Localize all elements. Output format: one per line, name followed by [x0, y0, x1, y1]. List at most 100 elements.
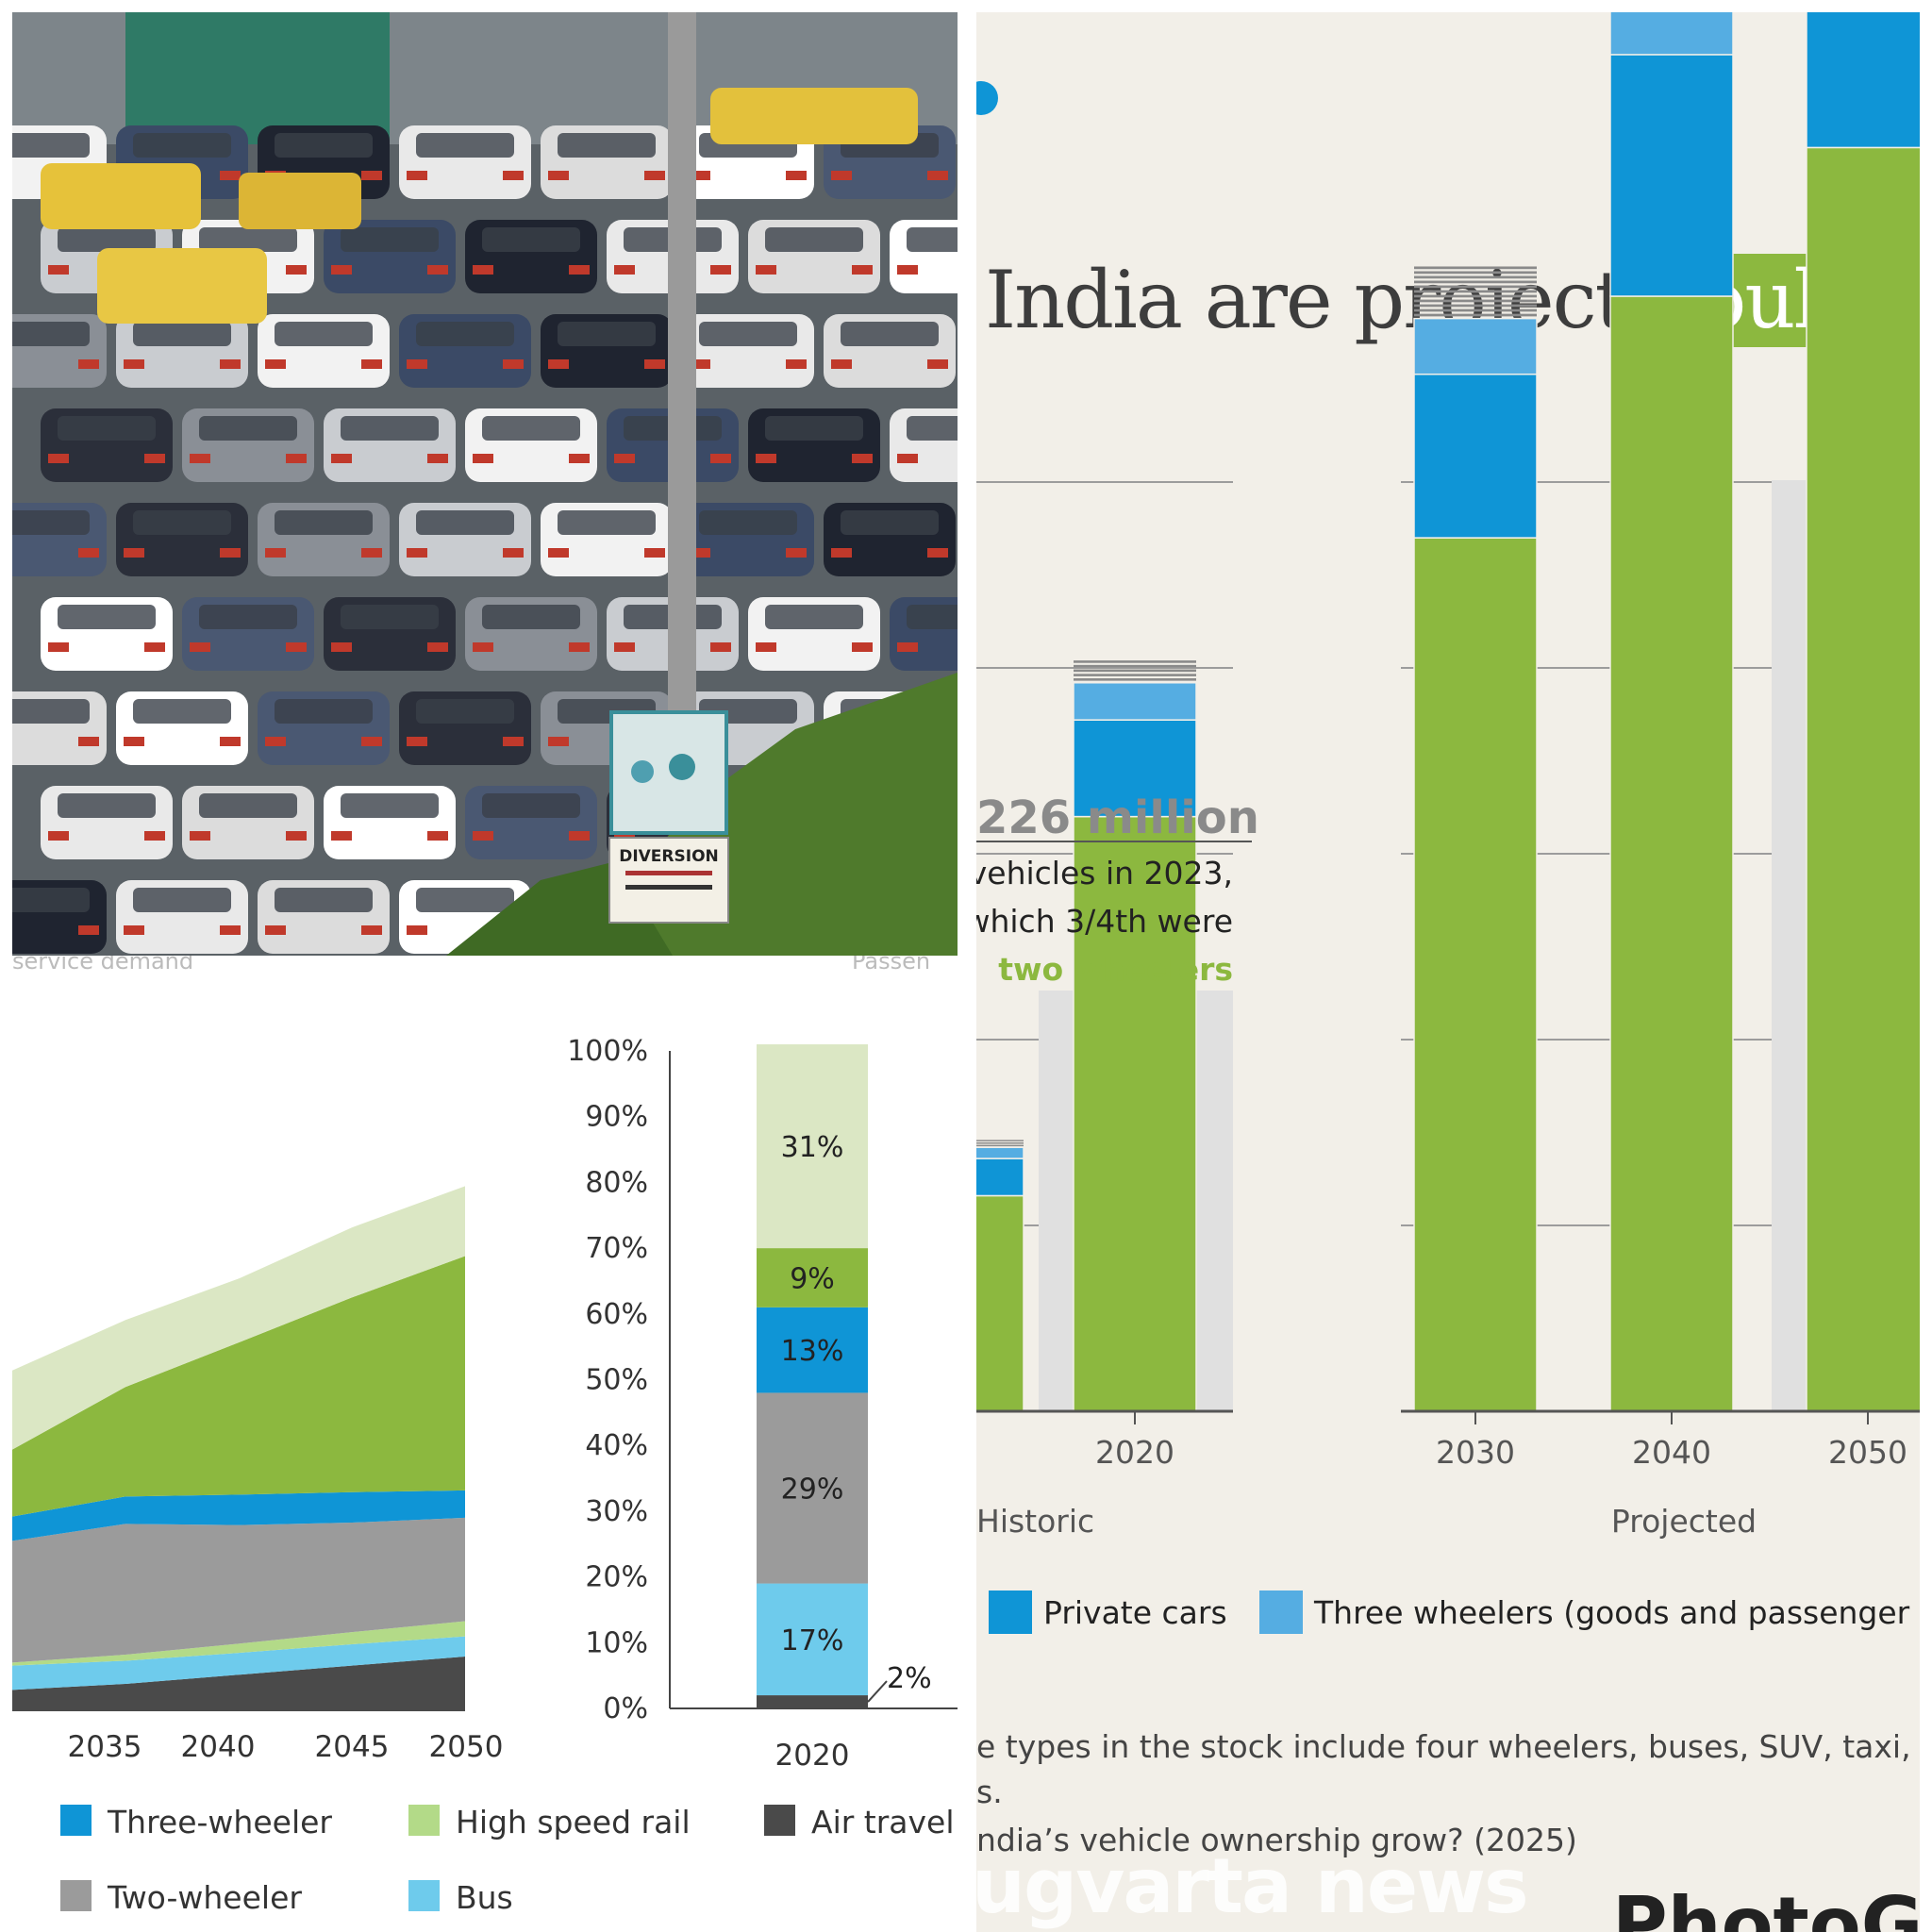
area-series-5	[12, 1256, 465, 1517]
projection-bar-segment	[1609, 54, 1734, 297]
projection-bar-other	[1414, 313, 1537, 317]
car	[607, 597, 739, 671]
percent-y-tick: 70%	[585, 1232, 648, 1265]
percent-bar-label: 2%	[887, 1662, 932, 1695]
car	[116, 503, 248, 576]
car	[324, 220, 456, 293]
area-x-tick: 2050	[429, 1730, 504, 1764]
projection-bar-other	[1414, 275, 1537, 279]
car	[890, 408, 958, 482]
area-series-3	[12, 1517, 465, 1663]
car	[824, 314, 956, 388]
legend-swatch-three-wheelers	[1259, 1591, 1303, 1634]
car	[748, 597, 880, 671]
cut-header-left: service demand	[12, 956, 193, 974]
projection-x-tick: 2050	[1828, 1434, 1907, 1471]
car	[465, 220, 597, 293]
car	[182, 597, 314, 671]
traffic-photo: DIVERSION	[12, 12, 958, 956]
percent-y-tick: 10%	[585, 1626, 648, 1659]
percent-bar-label: 17%	[781, 1624, 844, 1657]
area-series-4	[12, 1490, 465, 1541]
percent-bar-segment	[757, 1583, 868, 1696]
projection-x-axis: 2020 2030 2040 2050	[1095, 1411, 1907, 1471]
projection-bar-segment	[1609, 295, 1734, 1412]
legend-swatch-private-cars	[989, 1591, 1032, 1634]
projection-bar-other	[1414, 294, 1537, 298]
projection-bar-segment	[1413, 317, 1538, 375]
left-legend-label: Air travel	[811, 1804, 955, 1840]
car	[12, 880, 107, 954]
percent-stacked-bar: 2% 17% 29% 13% 9% 31% 2020	[757, 1044, 932, 1773]
car	[182, 408, 314, 482]
car	[41, 597, 173, 671]
car	[324, 597, 456, 671]
percent-bar-label: 13%	[781, 1335, 844, 1368]
projection-bar-segment	[976, 1158, 1024, 1197]
percent-bar-segment	[757, 1044, 868, 1249]
percent-y-tick: 100%	[567, 1035, 648, 1068]
left-legend-label: Three-wheeler	[107, 1804, 332, 1840]
group-label-historic: Historic	[976, 1503, 1094, 1540]
vehicle-projection-panel: India are projected to double b 20202030…	[976, 12, 1920, 1932]
group-label-projected: Projected	[1611, 1503, 1757, 1540]
left-legend-swatch	[408, 1880, 440, 1911]
projection-bar-other	[1414, 299, 1537, 303]
percent-bar-leader	[867, 1680, 888, 1703]
projection-bar-other	[1074, 669, 1196, 673]
projection-bar-other	[1074, 674, 1196, 676]
car	[399, 691, 531, 765]
percent-y-tick: 40%	[585, 1429, 648, 1462]
percent-bar-label: 9%	[790, 1262, 835, 1295]
left-legend-swatch	[60, 1805, 92, 1836]
percent-y-tick: 90%	[585, 1101, 648, 1134]
brand-dot-icon	[976, 81, 998, 115]
car	[748, 408, 880, 482]
area-x-tick: 2045	[315, 1730, 390, 1764]
car	[41, 786, 173, 859]
projection-bar-segment	[1806, 146, 1920, 1412]
projection-bar-other	[976, 1142, 1024, 1144]
projection-bar-segment	[1073, 719, 1197, 818]
projection-bar-segment	[1609, 12, 1734, 56]
callout-value: 226 million	[976, 791, 1259, 844]
car	[258, 314, 390, 388]
projection-bar-other	[1414, 308, 1537, 312]
percent-y-axis: 0% 10% 20% 30% 40% 50% 60% 70% 80% 90% 100%	[567, 1035, 648, 1725]
projection-bar-segment	[1413, 373, 1538, 539]
watermark: ugvarta news	[976, 1842, 1527, 1930]
projection-x-tick: 2020	[1095, 1434, 1174, 1471]
car	[682, 503, 814, 576]
projection-bar-other	[976, 1140, 1024, 1141]
projection-bar-other	[1074, 678, 1196, 681]
percent-bar-category: 2020	[775, 1739, 850, 1773]
traffic-photo-illustration: DIVERSION	[12, 12, 958, 956]
legend-label-three-wheelers: Three wheelers (goods and passenger	[1313, 1594, 1910, 1631]
car	[258, 880, 390, 954]
mode-share-chart-panel: service demand Passen )2035204020452050 …	[12, 956, 958, 1932]
percent-bar-segment	[757, 1248, 868, 1307]
cut-header-right: Passen	[852, 956, 930, 974]
area-x-tick: 2035	[68, 1730, 142, 1764]
projection-bar-other	[1414, 266, 1537, 270]
car	[890, 597, 958, 671]
car	[541, 503, 673, 576]
car	[12, 691, 107, 765]
callout-line-1: vehicles in 2023,	[976, 855, 1233, 891]
car	[12, 503, 107, 576]
projection-bar-segment	[1073, 815, 1197, 1412]
area-x-tick: 2040	[181, 1730, 256, 1764]
projection-bar-other	[976, 1144, 1024, 1147]
percent-bar-segment	[757, 1695, 868, 1708]
footnote-line-2: s.	[976, 1774, 1003, 1810]
area-series-1	[12, 1636, 465, 1690]
photo-credit: PhotoGo	[1612, 1881, 1920, 1932]
projection-bar-segment	[976, 1146, 1024, 1159]
projection-bar-segment	[1073, 682, 1197, 721]
percent-bar-segment	[757, 1307, 868, 1393]
projection-x-tick: 2040	[1632, 1434, 1711, 1471]
projection-bar-segment	[1413, 537, 1538, 1412]
projection-bar-other	[1414, 271, 1537, 275]
car	[399, 125, 531, 199]
car	[116, 880, 248, 954]
